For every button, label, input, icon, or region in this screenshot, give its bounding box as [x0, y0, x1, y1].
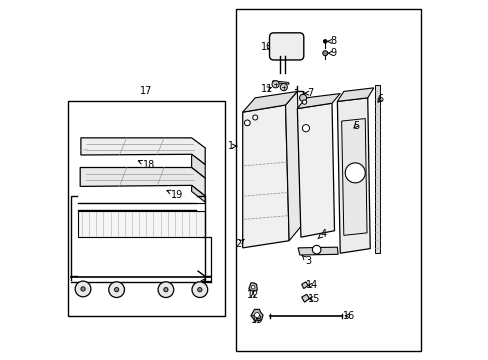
Circle shape [302, 100, 306, 104]
Circle shape [271, 81, 279, 88]
Circle shape [254, 312, 259, 318]
Polygon shape [80, 167, 205, 196]
Polygon shape [301, 294, 309, 302]
Polygon shape [242, 105, 288, 248]
Circle shape [252, 115, 257, 120]
Polygon shape [250, 309, 263, 321]
Text: 11: 11 [260, 84, 272, 94]
Text: 10: 10 [260, 42, 272, 52]
Text: 19: 19 [166, 190, 183, 200]
Text: 6: 6 [376, 94, 383, 104]
Polygon shape [191, 185, 205, 202]
Circle shape [322, 51, 327, 56]
Circle shape [299, 94, 306, 102]
Circle shape [251, 285, 254, 289]
Polygon shape [298, 247, 337, 255]
Text: 12: 12 [246, 290, 259, 300]
Bar [78, 211, 205, 237]
Circle shape [345, 163, 365, 183]
Polygon shape [337, 88, 373, 102]
Text: 3: 3 [302, 256, 310, 266]
Text: 14: 14 [305, 280, 318, 291]
Text: 8: 8 [326, 36, 335, 46]
Circle shape [302, 125, 309, 132]
Bar [235, 9, 421, 351]
Text: 1: 1 [227, 141, 236, 151]
Text: 7: 7 [304, 88, 313, 98]
Circle shape [197, 288, 202, 292]
Polygon shape [81, 138, 205, 165]
Polygon shape [242, 91, 297, 112]
Circle shape [323, 40, 326, 43]
Polygon shape [341, 118, 366, 235]
Polygon shape [337, 98, 369, 253]
FancyBboxPatch shape [269, 33, 303, 60]
Circle shape [244, 120, 250, 126]
Circle shape [114, 288, 119, 292]
Polygon shape [272, 81, 288, 84]
Text: 5: 5 [352, 121, 358, 131]
Text: 16: 16 [342, 311, 354, 321]
Circle shape [280, 84, 287, 91]
Text: 2: 2 [234, 239, 244, 249]
Text: 9: 9 [327, 48, 336, 58]
Circle shape [312, 246, 320, 254]
Text: 15: 15 [307, 294, 319, 303]
Circle shape [163, 288, 168, 292]
Circle shape [75, 281, 91, 297]
Circle shape [108, 282, 124, 297]
Polygon shape [285, 91, 300, 241]
Bar [374, 85, 379, 253]
Text: 17: 17 [140, 86, 152, 96]
Polygon shape [297, 94, 340, 109]
Circle shape [192, 282, 207, 297]
Text: 13: 13 [250, 315, 263, 325]
Polygon shape [248, 283, 257, 292]
Polygon shape [301, 282, 307, 289]
Circle shape [81, 287, 85, 291]
Text: 4: 4 [317, 229, 326, 239]
Text: 20: 20 [191, 279, 204, 293]
Text: 18: 18 [138, 160, 155, 170]
Circle shape [158, 282, 173, 297]
Polygon shape [297, 103, 334, 237]
Polygon shape [191, 154, 205, 178]
Bar [67, 102, 224, 316]
